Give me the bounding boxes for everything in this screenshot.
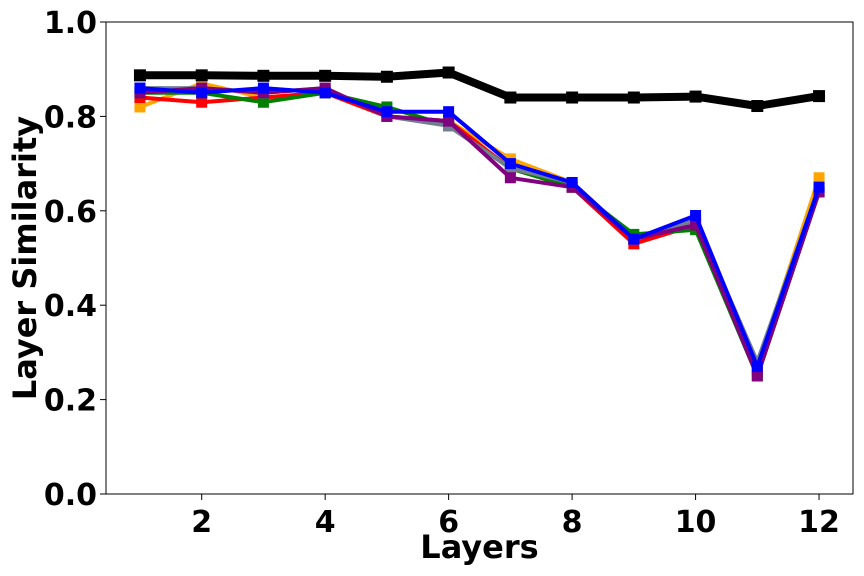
series-line [138,86,821,364]
data-point [442,66,455,79]
series-2 [134,87,825,377]
series-line [138,86,821,369]
data-point [257,82,269,94]
x-tick-label: 4 [315,505,336,540]
series-3 [134,87,825,382]
x-axis: 2 4 6 8 10 12 [191,494,840,540]
data-point [196,96,208,108]
x-tick-label: 10 [675,505,717,540]
data-point [690,210,702,222]
series-layer [133,66,826,382]
y-axis: 0.0 0.2 0.4 0.6 0.8 1.0 [44,6,106,513]
data-point [443,115,455,127]
data-point [751,100,764,113]
series-line [138,86,821,378]
series-5 [134,82,825,382]
data-point [195,69,208,82]
data-point [813,90,826,103]
data-point [319,87,331,99]
series-6 [134,82,825,373]
y-tick-label: 0.4 [44,289,97,324]
data-point [196,87,208,99]
data-point [751,361,763,373]
data-point [751,370,763,382]
data-point [134,82,146,94]
data-point [443,106,455,118]
data-point [134,101,146,113]
data-point [257,69,270,82]
data-point [813,172,825,184]
series-7 [133,66,826,113]
data-point [381,106,393,118]
series-line [138,90,821,374]
data-point [257,96,269,108]
series-4 [134,82,825,368]
x-axis-title: Layers [420,528,538,566]
x-tick-label: 6 [438,505,459,540]
data-point [319,69,332,82]
data-point [504,172,516,184]
y-tick-label: 0.8 [44,100,97,135]
data-point [566,176,578,188]
series-line [136,68,823,110]
data-point [133,69,146,82]
data-point [504,158,516,170]
data-point [627,91,640,104]
series-line [138,81,821,369]
data-point [628,233,640,245]
y-axis-title: Layer Similarity [6,116,44,400]
series-1 [134,77,825,373]
data-point [813,181,825,193]
data-point [566,91,579,104]
data-point [380,70,393,83]
data-point [504,91,517,104]
x-tick-label: 2 [191,505,212,540]
y-tick-label: 0.2 [44,384,97,419]
x-tick-label: 12 [798,505,840,540]
y-tick-label: 1.0 [44,6,97,41]
data-point [690,219,702,231]
y-tick-label: 0.6 [44,195,97,230]
plot-frame [105,21,854,495]
y-tick-label: 0.0 [44,478,97,513]
data-point [689,90,702,103]
x-tick-label: 8 [562,505,583,540]
